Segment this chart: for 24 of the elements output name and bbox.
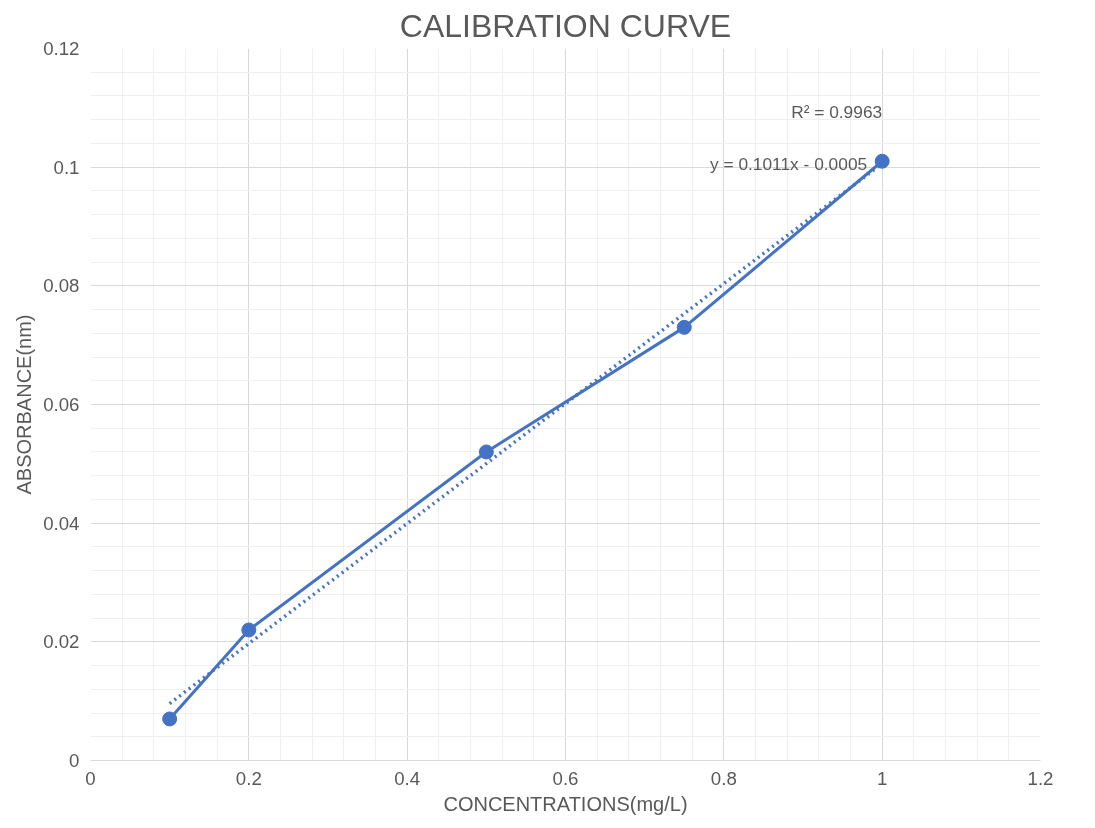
y-tick-label: 0.06 [43, 394, 80, 415]
point [676, 319, 692, 335]
y-tick-label: 0.08 [43, 275, 80, 297]
y-axis-title: ABSORBANCE(nm) [13, 314, 36, 495]
x-tick-label: 0.6 [552, 767, 579, 789]
annotation: y = 0.1011x - 0.0005 [709, 153, 868, 174]
point [241, 622, 257, 638]
point [478, 444, 494, 460]
point [874, 153, 890, 169]
x-tick-label: 0 [85, 767, 96, 789]
x-tick-label: 1.2 [1027, 767, 1054, 789]
y-tick-label: 0 [69, 750, 80, 771]
chart-title: CALIBRATION CURVE [399, 7, 732, 44]
annotation: R² = 0.9963 [791, 101, 883, 122]
y-tick-label: 0.04 [43, 512, 80, 534]
x-tick-label: 0.8 [710, 767, 737, 789]
x-tick-label: 0.2 [235, 767, 262, 789]
x-tick-label: 1 [876, 767, 888, 789]
y-tick-label: 0.1 [53, 156, 80, 178]
y-tick-label: 0.12 [43, 38, 80, 59]
x-axis-title: CONCENTRATIONS(mg/L) [443, 792, 688, 815]
y-tick-label: 0.02 [43, 631, 80, 653]
x-tick-label: 0.4 [394, 767, 421, 789]
point [162, 711, 178, 727]
